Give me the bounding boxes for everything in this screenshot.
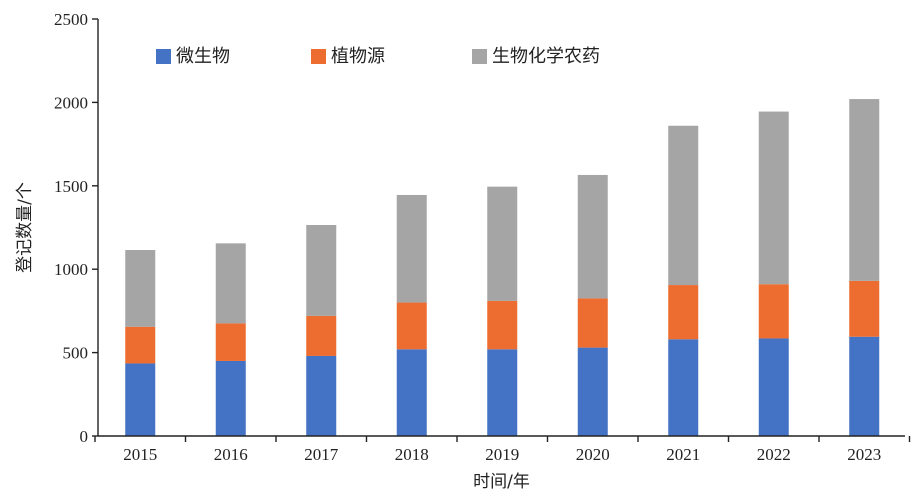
legend-swatch [472, 49, 487, 64]
bars-layer [125, 99, 880, 436]
x-tick-label: 2019 [485, 445, 519, 464]
x-tick-label: 2023 [847, 445, 881, 464]
bar-segment [306, 355, 337, 436]
bar-segment [849, 99, 880, 281]
x-tick-label: 2018 [395, 445, 429, 464]
bar-segment [125, 250, 156, 327]
bar-segment [758, 284, 789, 339]
bar-segment [577, 174, 608, 299]
bar-segment [849, 280, 880, 337]
y-tick-label: 1500 [54, 177, 88, 196]
bar-segment [487, 349, 518, 436]
bar-segment [306, 224, 337, 316]
legend-item: 微生物 [156, 46, 230, 67]
legend-swatch [311, 49, 326, 64]
bar-segment [577, 347, 608, 436]
x-tick-label: 2017 [304, 445, 339, 464]
x-tick-label: 2022 [757, 445, 791, 464]
x-tick-label: 2016 [214, 445, 248, 464]
bar-segment [396, 302, 427, 350]
bar-segment [668, 339, 699, 436]
legend-item: 生物化学农药 [472, 46, 600, 67]
bar-segment [306, 315, 337, 356]
bar-segment [668, 125, 699, 286]
bar-segment [125, 363, 156, 436]
y-tick-label: 2500 [54, 10, 88, 29]
y-tick-label: 0 [80, 427, 89, 446]
axes-layer [97, 19, 905, 437]
legend-label: 植物源 [331, 46, 385, 67]
legend-item: 植物源 [311, 46, 385, 67]
legend-label: 生物化学农药 [492, 46, 600, 67]
y-ticks: 0 500 1000 1500 2000 2500 [54, 10, 98, 446]
bar-segment [849, 336, 880, 436]
bar-segment [125, 326, 156, 364]
y-tick-label: 1000 [54, 260, 88, 279]
legend: 微生物 植物源 生物化学农药 [156, 46, 600, 67]
bar-segment [577, 298, 608, 348]
bar-segment [215, 360, 246, 436]
y-axis-title: 登记数量/个 [15, 182, 35, 273]
y-tick-label: 2000 [54, 93, 88, 112]
legend-swatch [156, 49, 171, 64]
bar-segment [396, 349, 427, 436]
bar-segment [668, 285, 699, 340]
x-tick-label: 2021 [666, 445, 700, 464]
x-axis-title: 时间/年 [473, 472, 530, 492]
x-tick-label: 2020 [576, 445, 610, 464]
x-ticks: 2015 2016 2017 2018 2019 2020 2021 2022 2023 [94, 436, 911, 464]
x-tick-label: 2015 [123, 445, 157, 464]
bar-segment [758, 338, 789, 436]
bar-segment [758, 111, 789, 285]
bar-segment [487, 300, 518, 350]
bar-segment [215, 323, 246, 361]
legend-label: 微生物 [176, 46, 230, 67]
y-tick-label: 500 [63, 344, 89, 363]
bar-segment [487, 186, 518, 301]
bar-segment [396, 194, 427, 303]
bar-segment [215, 243, 246, 324]
